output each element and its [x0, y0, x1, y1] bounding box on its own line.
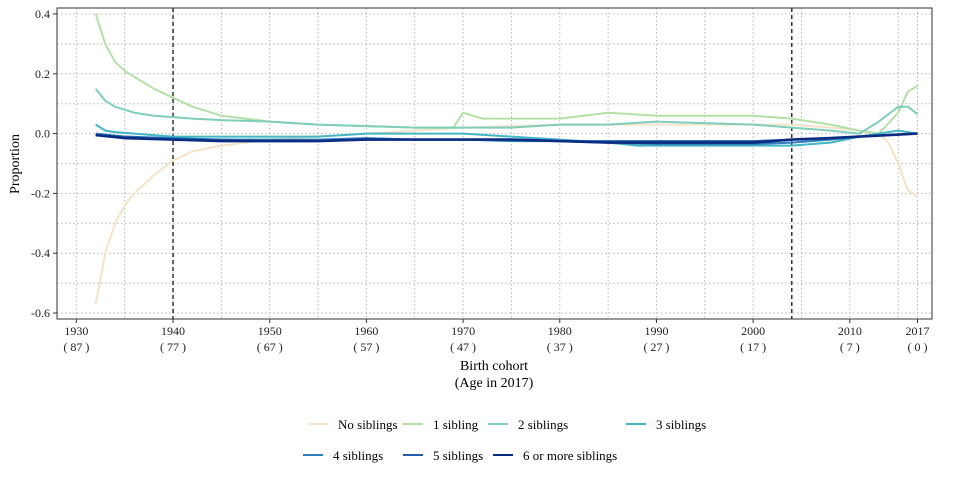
legend-item-4-siblings: 4 siblings [303, 447, 383, 464]
legend-swatch [488, 423, 508, 426]
legend-label: No siblings [338, 417, 398, 433]
legend-item-6-or-more-siblings: 6 or more siblings [493, 447, 617, 464]
x-tick-age-label: ( 27 ) [643, 340, 669, 354]
legend-swatch [303, 454, 323, 457]
x-tick-label: 2017 [905, 324, 929, 338]
legend: No siblings 1 sibling 2 siblings 3 sibli… [300, 412, 760, 472]
x-tick-label: 1970 [451, 324, 475, 338]
legend-swatch [403, 454, 423, 457]
legend-label: 3 siblings [656, 417, 707, 433]
x-tick-age-label: ( 37 ) [547, 340, 573, 354]
x-tick-age-label: ( 67 ) [257, 340, 283, 354]
grid [57, 8, 932, 319]
legend-swatch [493, 454, 513, 457]
series-group [94, 13, 919, 305]
x-axis: 1930 ( 87 ) 1940 ( 77 ) 1950 ( 67 ) 1960 ( 57 )… [63, 319, 929, 354]
y-axis: -0.6 -0.4 -0.2 0.0 0.2 0.4 [31, 7, 57, 320]
legend-item-1-sibling: 1 sibling [403, 416, 478, 433]
x-tick-label: 1980 [548, 324, 572, 338]
y-axis-title: Proportion [8, 134, 23, 194]
y-tick-label: 0.2 [35, 67, 50, 81]
y-tick-label: 0.4 [35, 7, 50, 21]
legend-label: 4 siblings [333, 448, 384, 464]
legend-item-no-siblings: No siblings [308, 416, 398, 433]
legend-swatch [403, 423, 423, 426]
x-tick-age-label: ( 7 ) [840, 340, 860, 354]
x-axis-title: Birth cohort [460, 359, 528, 374]
reference-lines [172, 8, 793, 319]
x-tick-age-label: ( 57 ) [353, 340, 379, 354]
x-tick-age-label: ( 47 ) [450, 340, 476, 354]
series-line [94, 88, 919, 135]
legend-item-3-siblings: 3 siblings [626, 416, 706, 433]
x-tick-label: 2010 [838, 324, 862, 338]
legend-swatch [308, 423, 328, 426]
series-line [95, 132, 918, 144]
series-line [94, 13, 919, 135]
x-tick-label: 1930 [64, 324, 88, 338]
y-tick-label: -0.2 [31, 186, 50, 200]
legend-label: 5 siblings [433, 448, 484, 464]
y-tick-label: -0.4 [31, 246, 50, 260]
legend-label: 6 or more siblings [523, 448, 618, 464]
x-tick-age-label: ( 17 ) [740, 340, 766, 354]
legend-item-5-siblings: 5 siblings [403, 447, 483, 464]
x-tick-age-label: ( 77 ) [160, 340, 186, 354]
x-tick-age-label: ( 0 ) [907, 340, 927, 354]
x-tick-label: 1940 [161, 324, 185, 338]
y-tick-label: 0.0 [35, 127, 50, 141]
x-axis-subtitle: (Age in 2017) [455, 376, 534, 391]
x-tick-label: 2000 [741, 324, 765, 338]
legend-label: 1 sibling [433, 417, 479, 433]
x-tick-label: 1990 [644, 324, 668, 338]
series-line [95, 123, 918, 147]
x-tick-age-label: ( 87 ) [63, 340, 89, 354]
y-tick-label: -0.6 [31, 306, 50, 320]
legend-label: 2 siblings [518, 417, 569, 433]
legend-swatch [626, 423, 646, 426]
x-tick-label: 1960 [354, 324, 378, 338]
x-tick-label: 1950 [258, 324, 282, 338]
legend-item-2-siblings: 2 siblings [488, 416, 568, 433]
plot-border [56, 7, 933, 320]
